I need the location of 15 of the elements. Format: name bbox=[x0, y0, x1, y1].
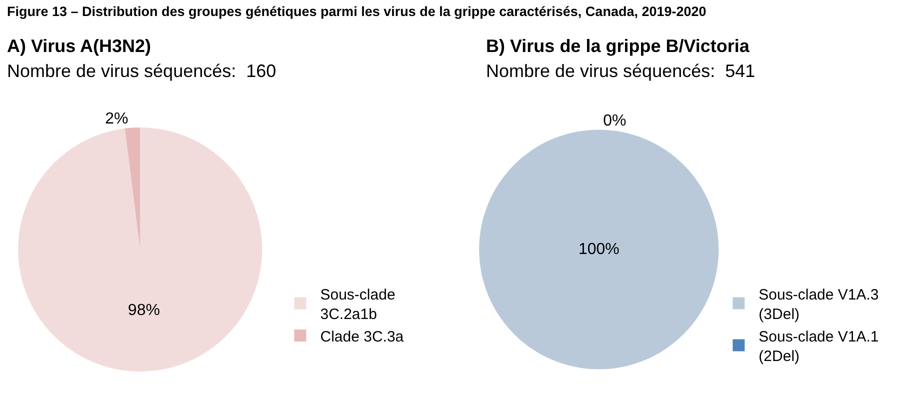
text: Nombre de virus séquencés: 160 bbox=[7, 61, 276, 81]
legend-label: Sous-clade V1A.3 (3Del) bbox=[758, 286, 879, 323]
chart-title: Figure 13 – Distribution des groupes génétiques parmi les virus de la grippe caractérisés, Canada, 2019-2020 bbox=[7, 4, 706, 19]
pie-slice bbox=[124, 127, 140, 250]
chart-subtitle: A) Virus A(H3N2) bbox=[7, 36, 152, 56]
data-label: 98% bbox=[128, 302, 160, 319]
legend-label: Clade 3C.3a bbox=[320, 328, 404, 346]
chart-subtitle: B) Virus de la grippe B/Victoria bbox=[486, 36, 750, 56]
text: Nombre de virus séquencés: 541 bbox=[486, 61, 756, 81]
data-label: 2% bbox=[105, 110, 128, 128]
legend-label: Sous-clade 3C.2a1b bbox=[320, 286, 396, 323]
text: 0% bbox=[603, 112, 626, 130]
pie-slice bbox=[18, 127, 262, 372]
data-label: 100% bbox=[578, 240, 620, 258]
legend-label: Sous-clade V1A.1 (2Del) bbox=[758, 328, 879, 365]
